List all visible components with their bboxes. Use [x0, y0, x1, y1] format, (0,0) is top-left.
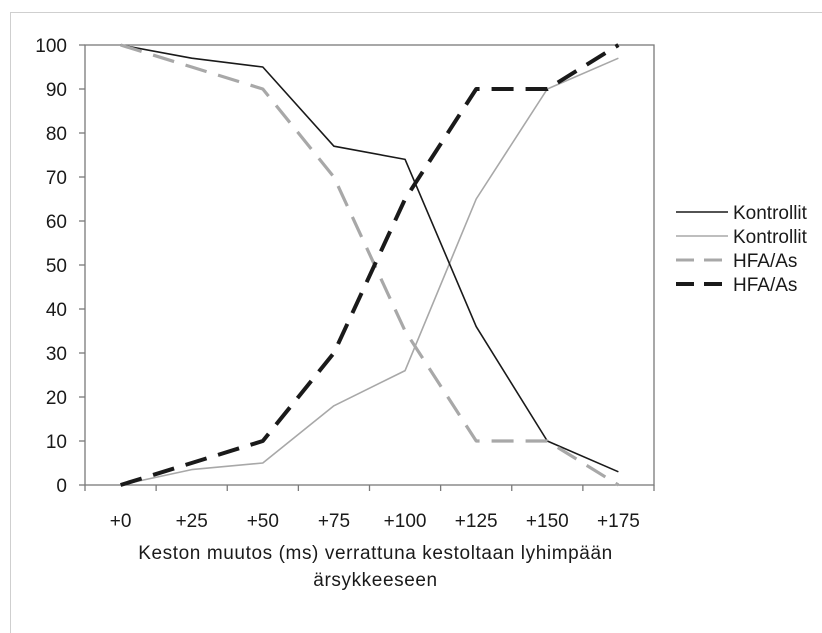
y-tick-label: 10: [46, 432, 67, 453]
y-tick-label: 70: [46, 168, 67, 189]
legend-label-2: Kontrollit: [733, 227, 808, 248]
series-line-1: [120, 44, 619, 473]
y-tick-label: 40: [46, 300, 67, 321]
x-tick-label: +0: [110, 511, 132, 532]
y-tick-label: 60: [46, 212, 67, 233]
x-axis-title-line-2: ärsykkeeseen: [313, 570, 437, 591]
series-layer: [120, 43, 620, 487]
x-tick-label: +175: [597, 511, 640, 532]
x-tick-label: +25: [176, 511, 208, 532]
legend-label-1: Kontrollit: [733, 203, 808, 224]
y-tick-label: 20: [46, 388, 67, 409]
legend-label-3: HFA/As: [733, 251, 797, 272]
y-tick-label: 90: [46, 80, 67, 101]
x-axis-title: Keston muutos (ms) verrattuna kestoltaan…: [138, 543, 613, 591]
y-tick-label: 30: [46, 344, 67, 365]
y-tick-label: 0: [56, 476, 67, 497]
x-tick-label: +50: [247, 511, 279, 532]
x-tick-label: +125: [455, 511, 498, 532]
series-line-3: [120, 43, 620, 487]
x-axis-title-line-1: Keston muutos (ms) verrattuna kestoltaan…: [138, 543, 613, 564]
chart-frame: [10, 12, 822, 633]
y-tick-label: 100: [35, 36, 67, 57]
legend-label-4: HFA/As: [733, 275, 797, 296]
axes: 0 10 20 30 40 50 60 70 80 90 100 +0 +25 +50 +75 +100 +12…: [35, 36, 655, 532]
y-tick-label: 50: [46, 256, 67, 277]
y-tick-label: 80: [46, 124, 67, 145]
x-tick-label: +150: [526, 511, 569, 532]
x-tick-label: +75: [318, 511, 350, 532]
line-chart: 0 10 20 30 40 50 60 70 80 90 100 +0 +25 +50 +75 +100 +12…: [35, 36, 808, 591]
legend: Kontrollit Kontrollit HFA/As HFA/As: [676, 203, 808, 296]
x-tick-label: +100: [384, 511, 427, 532]
plot-area: [84, 44, 655, 486]
series-line-4: [120, 43, 620, 487]
chart-figure: 0 10 20 30 40 50 60 70 80 90 100 +0 +25 +50 +75 +100 +12…: [10, 12, 822, 633]
series-line-2: [120, 57, 619, 486]
